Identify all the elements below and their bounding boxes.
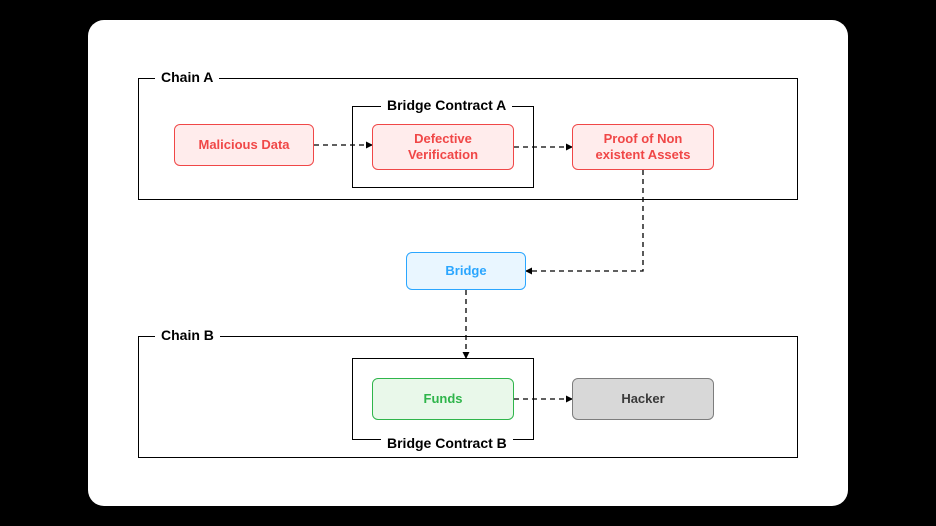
node-label-bridge: Bridge <box>445 263 486 279</box>
node-label-funds: Funds <box>424 391 463 407</box>
group-label-bridge-contract-a: Bridge Contract A <box>381 97 512 113</box>
node-label-proof-assets: Proof of Non existent Assets <box>596 131 691 164</box>
diagram-card: Chain A Bridge Contract A Chain B Bridge Co… <box>88 20 848 506</box>
node-malicious-data: Malicious Data <box>174 124 314 166</box>
node-label-malicious-data: Malicious Data <box>198 137 289 153</box>
node-funds: Funds <box>372 378 514 420</box>
node-defective-verif: Defective Verification <box>372 124 514 170</box>
group-label-chain-b: Chain B <box>155 327 220 343</box>
node-label-hacker: Hacker <box>621 391 664 407</box>
group-label-bridge-contract-b: Bridge Contract B <box>381 435 513 451</box>
node-label-defective-verif: Defective Verification <box>408 131 478 164</box>
group-label-chain-a: Chain A <box>155 69 219 85</box>
node-hacker: Hacker <box>572 378 714 420</box>
node-proof-assets: Proof of Non existent Assets <box>572 124 714 170</box>
node-bridge: Bridge <box>406 252 526 290</box>
